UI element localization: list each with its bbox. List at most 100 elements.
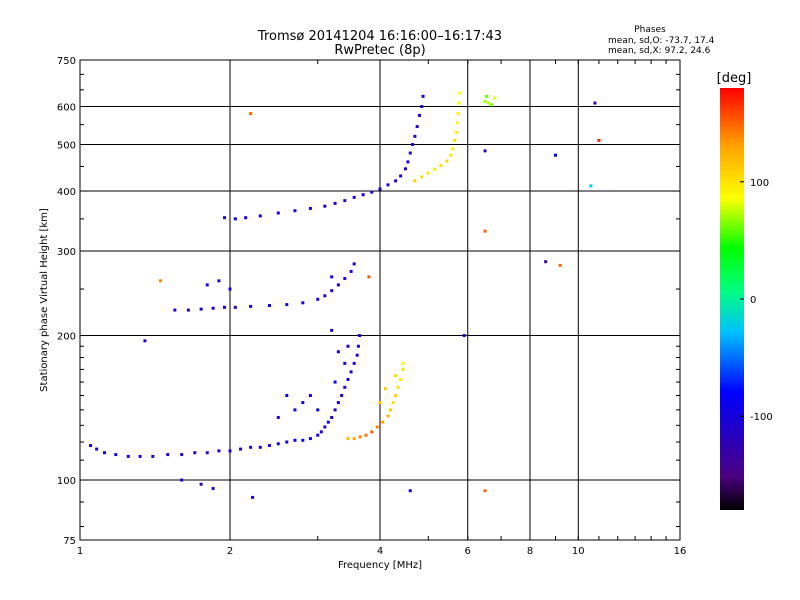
data-point bbox=[439, 164, 443, 168]
data-point bbox=[483, 489, 487, 493]
data-point bbox=[364, 433, 368, 437]
data-point bbox=[449, 153, 453, 157]
data-point bbox=[367, 275, 371, 279]
data-point bbox=[406, 160, 410, 164]
data-point bbox=[413, 179, 417, 183]
x-tick-label: 4 bbox=[377, 546, 383, 557]
data-point bbox=[276, 442, 280, 446]
y-tick-label: 75 bbox=[63, 536, 76, 547]
data-point bbox=[138, 454, 142, 458]
data-point bbox=[394, 179, 398, 183]
data-point bbox=[349, 269, 353, 273]
x-tick-label: 8 bbox=[527, 546, 533, 557]
data-point bbox=[336, 350, 340, 354]
data-point bbox=[143, 339, 147, 343]
data-point bbox=[258, 445, 262, 449]
data-point bbox=[166, 453, 170, 457]
data-point bbox=[411, 143, 415, 147]
y-tick-label: 200 bbox=[57, 332, 76, 343]
data-point bbox=[193, 451, 197, 455]
data-point bbox=[455, 130, 459, 134]
data-point bbox=[316, 433, 320, 437]
data-point bbox=[394, 394, 398, 398]
data-point bbox=[267, 444, 271, 448]
data-point bbox=[346, 344, 350, 348]
data-point bbox=[458, 91, 462, 95]
data-point bbox=[597, 138, 601, 142]
data-point bbox=[346, 377, 350, 381]
data-point bbox=[343, 361, 347, 365]
data-point bbox=[301, 301, 305, 305]
data-point bbox=[346, 437, 350, 441]
data-point bbox=[308, 437, 312, 441]
data-point bbox=[239, 447, 243, 451]
data-point bbox=[408, 151, 412, 155]
data-point bbox=[285, 440, 289, 444]
data-point bbox=[223, 216, 227, 220]
data-point bbox=[493, 96, 497, 100]
data-point bbox=[301, 438, 305, 442]
data-point bbox=[383, 387, 387, 391]
data-point bbox=[233, 305, 237, 309]
data-point bbox=[233, 217, 237, 221]
data-point bbox=[126, 454, 130, 458]
data-point bbox=[352, 437, 356, 441]
data-point bbox=[483, 229, 487, 233]
x-axis-label: Frequency [MHz] bbox=[338, 560, 422, 571]
data-point bbox=[251, 495, 255, 499]
colorbar-tick-label: 100 bbox=[750, 178, 769, 189]
data-point bbox=[361, 193, 365, 197]
y-tick-label: 400 bbox=[57, 187, 76, 198]
data-point bbox=[455, 121, 459, 125]
data-point bbox=[217, 279, 221, 283]
colorbar-ticks: 100 0 -100 bbox=[740, 178, 773, 423]
data-point bbox=[352, 262, 356, 266]
x-tick-label: 2 bbox=[227, 546, 233, 557]
data-point bbox=[211, 487, 215, 491]
data-point bbox=[276, 415, 280, 419]
data-point bbox=[340, 394, 344, 398]
data-point bbox=[358, 435, 362, 439]
data-point bbox=[401, 361, 405, 365]
data-point bbox=[249, 304, 253, 308]
data-point bbox=[420, 175, 424, 179]
data-point bbox=[485, 94, 489, 98]
y-tick-label: 750 bbox=[57, 56, 76, 67]
colorbar-label: [deg] bbox=[717, 71, 752, 86]
data-point bbox=[228, 449, 232, 453]
x-axis-ticks: 1 2 4 6 8 10 16 bbox=[77, 60, 687, 557]
data-point bbox=[370, 430, 374, 434]
chart-subtitle: RwPretec (8p) bbox=[334, 43, 425, 58]
data-point bbox=[386, 183, 390, 187]
data-point bbox=[180, 453, 184, 457]
data-point bbox=[293, 209, 297, 213]
y-tick-label: 100 bbox=[57, 476, 76, 487]
data-point bbox=[223, 305, 227, 309]
data-point bbox=[308, 394, 312, 398]
data-point bbox=[355, 353, 359, 357]
data-point bbox=[330, 275, 334, 279]
data-point bbox=[249, 112, 253, 116]
data-point bbox=[451, 147, 455, 151]
data-point bbox=[445, 159, 449, 163]
colorbar-tick-label: 0 bbox=[750, 295, 756, 306]
data-point bbox=[356, 344, 360, 348]
data-point bbox=[158, 279, 162, 283]
data-point bbox=[343, 199, 347, 203]
data-points bbox=[89, 91, 601, 499]
data-point bbox=[421, 94, 425, 98]
data-point bbox=[323, 294, 327, 298]
data-point bbox=[114, 453, 118, 457]
data-point bbox=[483, 99, 487, 103]
y-tick-label: 600 bbox=[57, 103, 76, 114]
data-point bbox=[228, 287, 232, 291]
data-point bbox=[389, 408, 393, 412]
y-axis-ticks: 75 100 200 300 400 500 600 750 bbox=[57, 56, 680, 547]
data-point bbox=[205, 451, 209, 455]
data-point bbox=[352, 361, 356, 365]
data-point bbox=[391, 401, 395, 405]
data-point bbox=[205, 283, 209, 287]
x-tick-label: 16 bbox=[674, 546, 687, 557]
data-point bbox=[386, 414, 390, 418]
